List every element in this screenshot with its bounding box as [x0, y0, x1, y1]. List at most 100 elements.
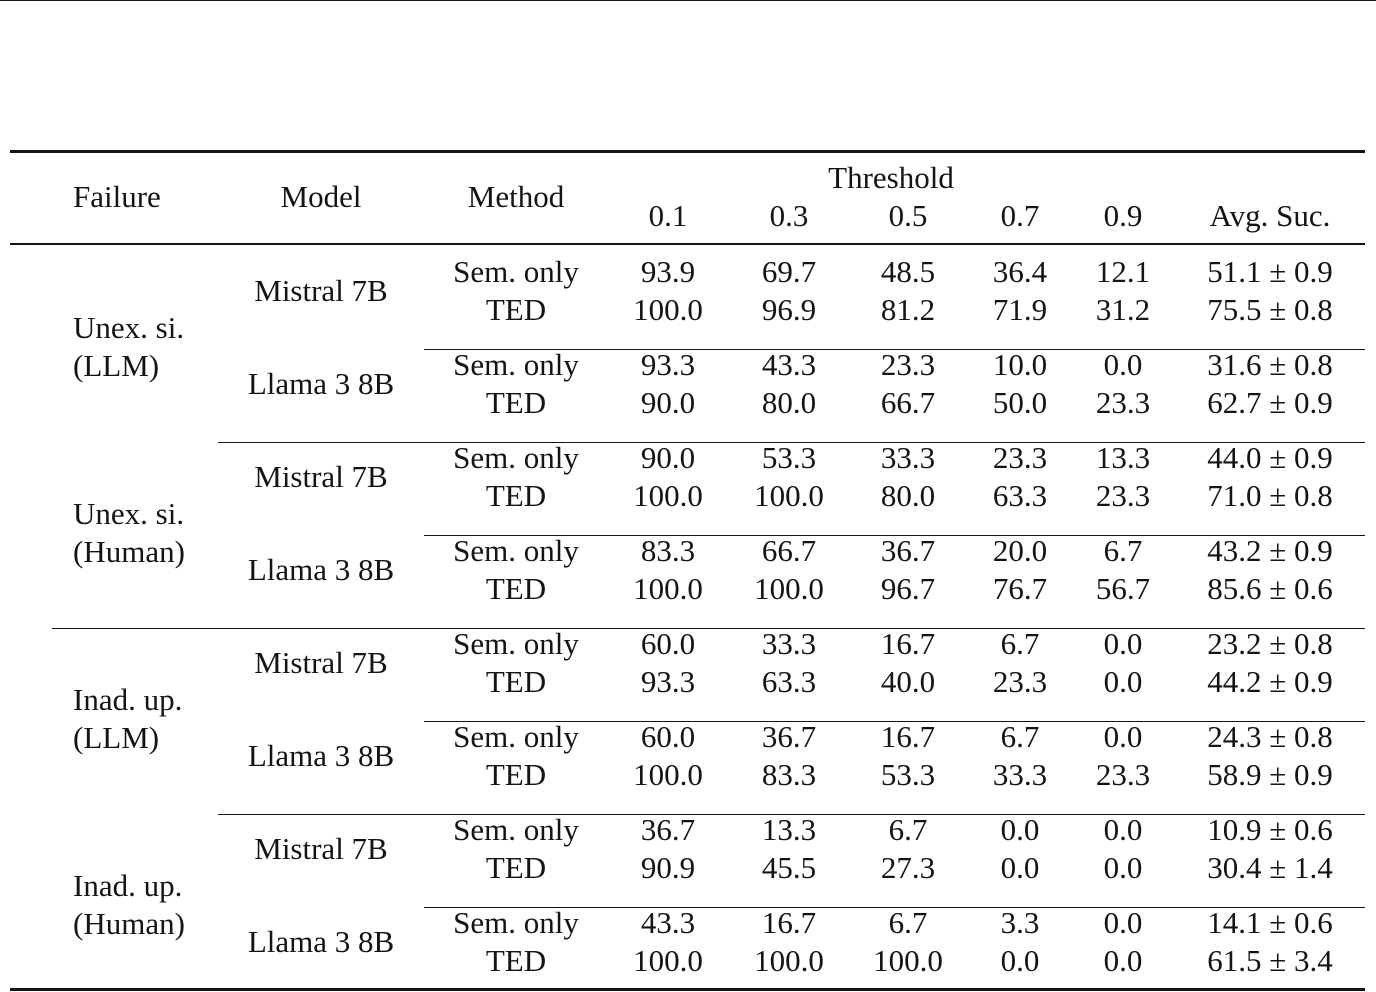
value-cell: 0.0 — [1103, 347, 1143, 382]
avg-cell: 43.2 ± 0.9 — [1207, 533, 1333, 568]
value-cell: 23.3 — [880, 347, 936, 382]
model-separator — [424, 535, 1365, 536]
top-rule — [10, 150, 1365, 153]
value-cell: 100.0 — [754, 943, 824, 978]
avg-cell: 62.7 ± 0.9 — [1207, 385, 1333, 420]
value-cell: 0.0 — [1103, 626, 1143, 661]
value-cell: 23.3 — [1095, 478, 1151, 513]
value-cell: 76.7 — [992, 571, 1048, 606]
value-cell: 100.0 — [633, 292, 703, 327]
avg-cell: 71.0 ± 0.8 — [1207, 478, 1333, 513]
model-name: Mistral 7B — [254, 645, 388, 680]
model-name: Llama 3 8B — [247, 924, 395, 959]
header-threshold-0: 0.1 — [648, 198, 688, 233]
method-cell: TED — [485, 385, 547, 420]
value-cell: 16.7 — [761, 905, 817, 940]
avg-cell: 75.5 ± 0.8 — [1207, 292, 1333, 327]
header-threshold-1: 0.3 — [769, 198, 809, 233]
method-cell: Sem. only — [453, 347, 579, 382]
failure-label-2-line2: (LLM) — [73, 720, 160, 755]
method-cell: Sem. only — [453, 533, 579, 568]
value-cell: 100.0 — [633, 757, 703, 792]
model-name: Mistral 7B — [254, 831, 388, 866]
value-cell: 56.7 — [1095, 571, 1151, 606]
value-cell: 33.3 — [992, 757, 1048, 792]
value-cell: 96.7 — [880, 571, 936, 606]
header-threshold-2: 0.5 — [888, 198, 928, 233]
value-cell: 43.3 — [761, 347, 817, 382]
header-rule — [10, 243, 1365, 245]
value-cell: 83.3 — [761, 757, 817, 792]
value-cell: 16.7 — [880, 719, 936, 754]
model-separator — [424, 349, 1365, 350]
value-cell: 36.7 — [880, 533, 936, 568]
avg-cell: 30.4 ± 1.4 — [1207, 850, 1333, 885]
value-cell: 80.0 — [761, 385, 817, 420]
value-cell: 100.0 — [754, 478, 824, 513]
header-threshold-3: 0.7 — [1000, 198, 1040, 233]
value-cell: 69.7 — [761, 254, 817, 289]
value-cell: 93.9 — [640, 254, 696, 289]
value-cell: 0.0 — [1103, 850, 1143, 885]
model-name: Mistral 7B — [254, 459, 388, 494]
value-cell: 40.0 — [880, 664, 936, 699]
value-cell: 6.7 — [1000, 626, 1040, 661]
value-cell: 50.0 — [992, 385, 1048, 420]
value-cell: 63.3 — [761, 664, 817, 699]
model-name: Llama 3 8B — [247, 552, 395, 587]
value-cell: 45.5 — [761, 850, 817, 885]
value-cell: 36.7 — [640, 812, 696, 847]
failure-label-3-line2: (Human) — [73, 906, 185, 941]
value-cell: 93.3 — [640, 347, 696, 382]
avg-cell: 10.9 ± 0.6 — [1207, 812, 1333, 847]
method-cell: TED — [485, 292, 547, 327]
value-cell: 0.0 — [1000, 850, 1040, 885]
value-cell: 80.0 — [880, 478, 936, 513]
value-cell: 33.3 — [880, 440, 936, 475]
method-cell: TED — [485, 664, 547, 699]
value-cell: 100.0 — [633, 478, 703, 513]
value-cell: 6.7 — [888, 812, 928, 847]
avg-cell: 58.9 ± 0.9 — [1207, 757, 1333, 792]
value-cell: 96.9 — [761, 292, 817, 327]
value-cell: 100.0 — [873, 943, 943, 978]
value-cell: 0.0 — [1103, 719, 1143, 754]
value-cell: 23.3 — [992, 664, 1048, 699]
value-cell: 27.3 — [880, 850, 936, 885]
value-cell: 100.0 — [754, 571, 824, 606]
value-cell: 53.3 — [880, 757, 936, 792]
value-cell: 36.7 — [761, 719, 817, 754]
value-cell: 83.3 — [640, 533, 696, 568]
method-cell: Sem. only — [453, 719, 579, 754]
value-cell: 0.0 — [1000, 943, 1040, 978]
value-cell: 100.0 — [633, 943, 703, 978]
method-cell: Sem. only — [453, 626, 579, 661]
value-cell: 90.0 — [640, 440, 696, 475]
header-avg: Avg. Suc. — [1209, 198, 1331, 233]
value-cell: 63.3 — [992, 478, 1048, 513]
value-cell: 31.2 — [1095, 292, 1151, 327]
failure-label-1-line1: Unex. si. — [73, 496, 185, 531]
model-name: Mistral 7B — [254, 273, 388, 308]
header-model: Model — [280, 179, 362, 214]
value-cell: 71.9 — [992, 292, 1048, 327]
value-cell: 3.3 — [1000, 905, 1040, 940]
value-cell: 12.1 — [1095, 254, 1151, 289]
header-method: Method — [467, 179, 565, 214]
avg-cell: 23.2 ± 0.8 — [1207, 626, 1333, 661]
method-cell: TED — [485, 571, 547, 606]
failure-label-0-line1: Unex. si. — [73, 310, 185, 345]
value-cell: 66.7 — [880, 385, 936, 420]
value-cell: 13.3 — [1095, 440, 1151, 475]
value-cell: 0.0 — [1103, 943, 1143, 978]
failure-label-2-line1: Inad. up. — [73, 682, 183, 717]
value-cell: 10.0 — [992, 347, 1048, 382]
avg-cell: 85.6 ± 0.6 — [1207, 571, 1333, 606]
method-cell: Sem. only — [453, 905, 579, 940]
value-cell: 43.3 — [640, 905, 696, 940]
value-cell: 23.3 — [1095, 385, 1151, 420]
model-separator — [424, 721, 1365, 722]
value-cell: 66.7 — [761, 533, 817, 568]
value-cell: 0.0 — [1103, 664, 1143, 699]
value-cell: 90.9 — [640, 850, 696, 885]
